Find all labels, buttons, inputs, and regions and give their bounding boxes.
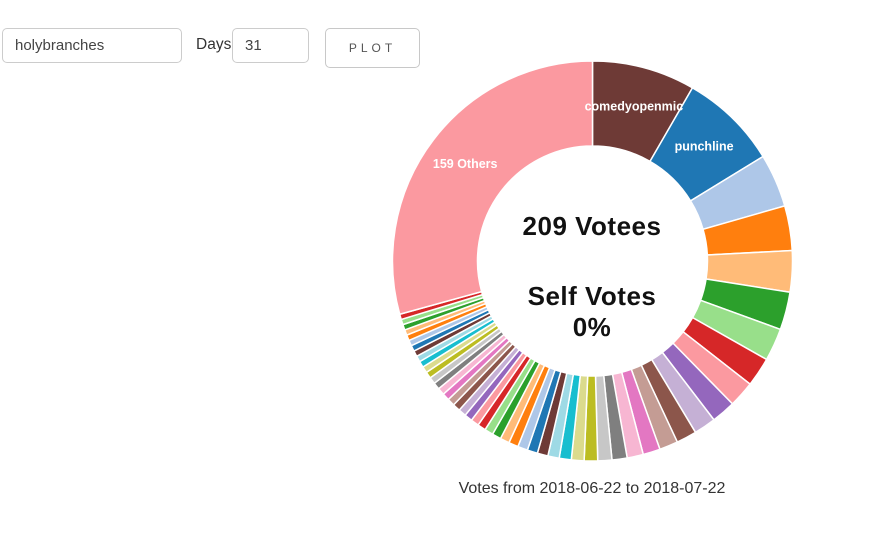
username-input[interactable]	[2, 28, 182, 63]
chart-center-self-votes-label: Self Votes	[527, 281, 657, 311]
plot-button[interactable]: PLOT	[325, 28, 420, 68]
segment-label-159-others: 159 Others	[433, 157, 498, 171]
segment-label-punchline: punchline	[675, 139, 734, 153]
chart-center-votees-count: 209 Votees	[522, 211, 662, 241]
date-range-caption: Votes from 2018-06-22 to 2018-07-22	[458, 480, 726, 497]
chart-center-self-votes-percent: 0%	[572, 312, 612, 342]
donut-segment-159-others[interactable]	[391, 60, 594, 316]
segment-label-comedyopenmic: comedyopenmic	[585, 100, 684, 114]
days-input[interactable]	[232, 28, 309, 63]
days-label: Days	[196, 36, 232, 53]
